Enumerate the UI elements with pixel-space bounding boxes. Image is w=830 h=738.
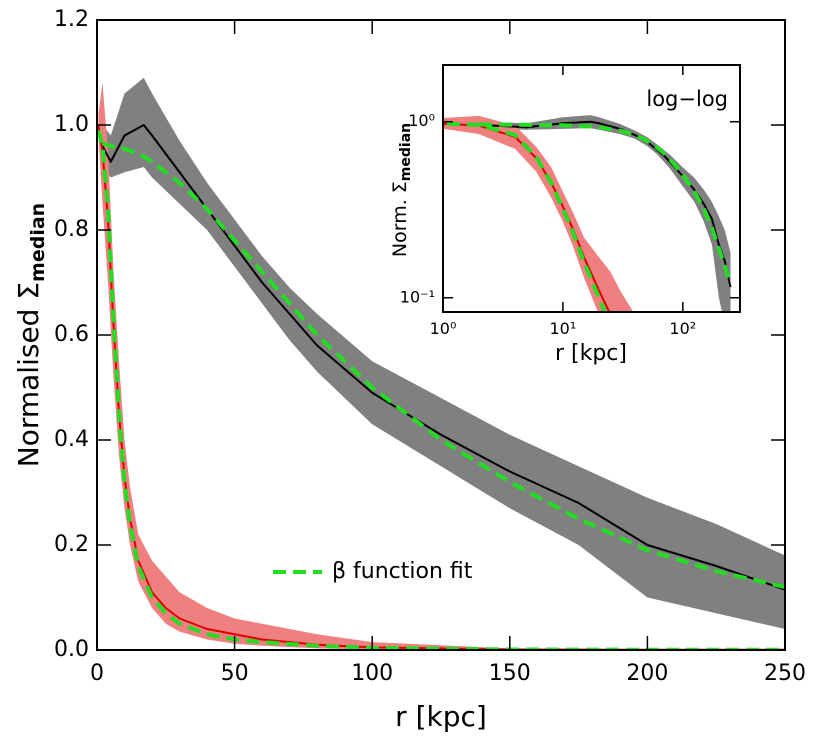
legend-label: β function fit [332, 559, 473, 584]
x-tick-label: 10¹ [550, 319, 577, 338]
y-tick-label: 0.6 [54, 322, 89, 347]
main-axes: 0 50 100 150 200 250 0.0 0.2 0.4 0.6 0.8 1.0 1.2 [54, 7, 806, 686]
inset-plot [443, 115, 733, 312]
y-tick-label: 1.2 [54, 7, 89, 32]
inset-x-label: r [kpc] [555, 341, 627, 366]
error-band [102, 77, 785, 629]
y-tick-label: 10⁻¹ [400, 287, 435, 306]
inset-annotation: log−log [646, 87, 728, 111]
x-tick-label: 10² [669, 319, 696, 338]
y-tick-label: 0.0 [54, 637, 89, 662]
x-axis-label: r [kpc] [395, 700, 487, 733]
y-tick-label: 0.8 [54, 217, 89, 242]
fit-line [479, 122, 733, 285]
x-tick-label: 50 [221, 661, 249, 686]
x-tick-label: 250 [764, 661, 806, 686]
y-tick-label: 1.0 [54, 112, 89, 137]
y-axis-label-sub: median [27, 203, 49, 282]
y-tick-label: 0.2 [54, 532, 89, 557]
axes-frame [442, 64, 741, 313]
x-tick-label: 150 [489, 661, 531, 686]
y-tick-label: 10⁰ [408, 111, 435, 130]
error-band [479, 115, 731, 312]
x-tick-label: 100 [351, 661, 393, 686]
fit-line [443, 121, 608, 312]
inset-y-label-sub: median [398, 123, 414, 181]
y-axis-label: Normalised Σmedian [12, 203, 49, 467]
x-tick-label: 0 [90, 661, 104, 686]
y-axis-label-main: Normalised Σ [12, 282, 45, 467]
y-tick-label: 0.4 [54, 427, 89, 452]
inset-y-label: Norm. Σmedian [389, 123, 415, 257]
x-tick-label: 10⁰ [430, 319, 457, 338]
fit-line [101, 141, 785, 589]
inset-axes: 10⁰ 10¹ 10² 10⁻¹ 10⁰ [400, 64, 741, 338]
x-tick-label: 200 [626, 661, 668, 686]
median-line [101, 124, 785, 591]
error-band [98, 83, 785, 650]
inset-y-label-main: Norm. Σ [389, 181, 411, 257]
